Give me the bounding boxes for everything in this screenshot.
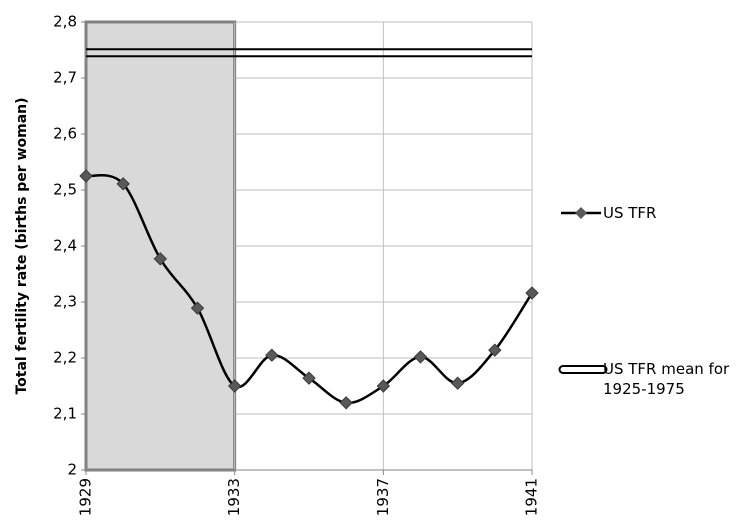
data-point xyxy=(525,286,539,300)
y-tick-label: 2,7 xyxy=(53,69,77,87)
data-point xyxy=(116,177,130,191)
y-tick-label: 2 xyxy=(67,461,77,479)
x-tick-label: 1929 xyxy=(77,478,95,516)
x-tick-label: 1937 xyxy=(374,478,392,516)
y-tick-label: 2,2 xyxy=(53,349,77,367)
data-point xyxy=(265,348,279,362)
legend-label: US TFR xyxy=(603,204,657,222)
data-point xyxy=(450,376,465,390)
y-tick-label: 2,1 xyxy=(53,405,77,423)
legend-symbol xyxy=(575,207,587,219)
y-tick-label: 2,8 xyxy=(53,13,77,31)
data-point xyxy=(79,169,93,183)
y-tick-label: 2,4 xyxy=(53,237,77,255)
x-tick-label: 1941 xyxy=(523,478,541,516)
x-tick-label: 1933 xyxy=(225,478,243,516)
data-point xyxy=(227,379,242,393)
legend-label: US TFR mean for 1925-1975 xyxy=(603,360,730,398)
highlight-region xyxy=(84,20,237,472)
y-axis-label: Total fertility rate (births per woman) xyxy=(14,97,30,394)
y-tick-label: 2,5 xyxy=(53,181,77,199)
y-tick-label: 2,6 xyxy=(53,125,77,143)
data-point xyxy=(190,301,205,315)
data-point xyxy=(413,350,428,364)
data-point xyxy=(153,252,168,266)
data-point xyxy=(488,343,502,357)
data-point xyxy=(376,379,391,393)
legend-symbol xyxy=(558,365,608,374)
y-tick-label: 2,3 xyxy=(53,293,77,311)
data-point xyxy=(339,396,353,410)
data-point xyxy=(302,371,316,385)
